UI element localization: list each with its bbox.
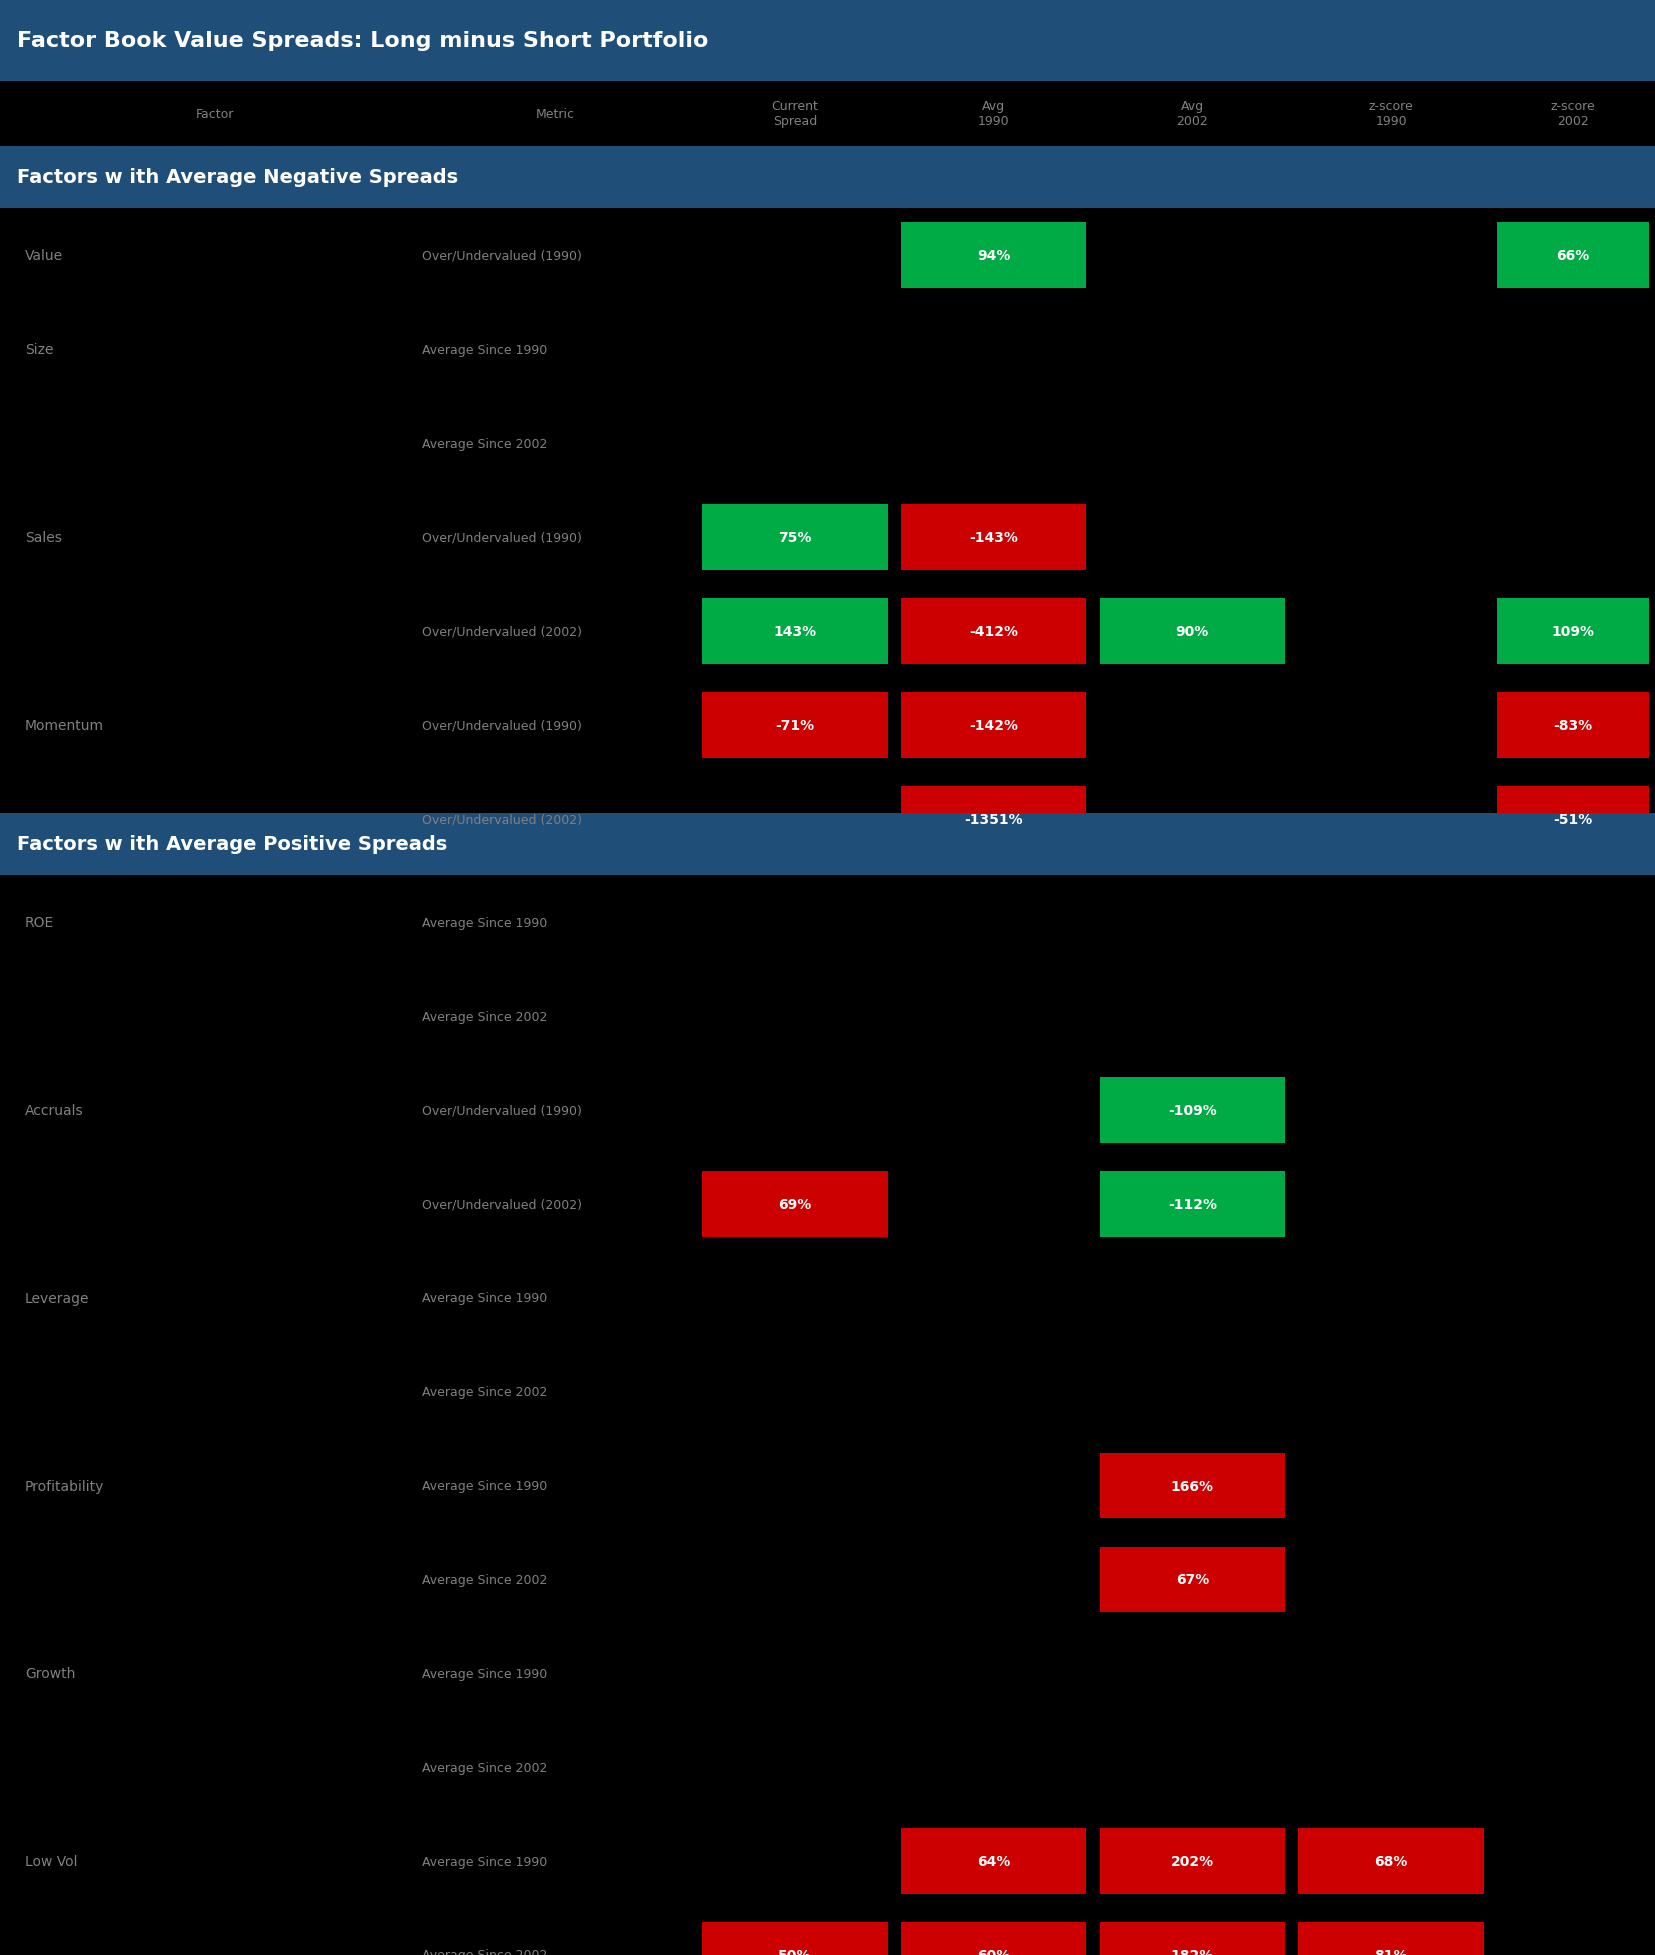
Text: Average Since 1990: Average Since 1990 [422, 344, 548, 356]
Text: z-score
2002: z-score 2002 [1549, 100, 1595, 129]
Bar [1298, 1922, 1483, 1955]
Text: 50%: 50% [778, 1947, 811, 1955]
Text: Over/Undervalued (1990): Over/Undervalued (1990) [422, 719, 583, 731]
Text: Average Since 2002: Average Since 2002 [422, 1761, 548, 1773]
Text: 68%: 68% [1374, 1853, 1407, 1869]
Text: Leverage: Leverage [25, 1290, 89, 1306]
Text: Metric: Metric [535, 108, 574, 121]
Text: 94%: 94% [976, 248, 1010, 264]
Text: Over/Undervalued (2002): Over/Undervalued (2002) [422, 626, 583, 637]
Text: Over/Undervalued (2002): Over/Undervalued (2002) [422, 813, 583, 825]
Text: Over/Undervalued (1990): Over/Undervalued (1990) [422, 532, 583, 543]
Bar [1496, 598, 1648, 665]
Text: Average Since 2002: Average Since 2002 [422, 1011, 548, 1022]
Text: -142%: -142% [968, 717, 1018, 733]
Bar [702, 1171, 887, 1238]
Text: ROE: ROE [25, 915, 55, 931]
Bar [0, 813, 1655, 876]
Bar [900, 692, 1086, 759]
Text: Average Since 1990: Average Since 1990 [422, 1480, 548, 1492]
Text: -109%: -109% [1167, 1103, 1216, 1118]
Bar [0, 82, 1655, 147]
Bar [900, 1922, 1086, 1955]
Text: Size: Size [25, 342, 53, 358]
Text: Current
Spread: Current Spread [771, 100, 818, 129]
Text: 60%: 60% [976, 1947, 1010, 1955]
Text: 75%: 75% [778, 530, 811, 545]
Bar [900, 786, 1086, 852]
Text: Average Since 2002: Average Since 2002 [422, 1386, 548, 1398]
Text: Average Since 1990: Average Since 1990 [422, 917, 548, 929]
Text: Average Since 1990: Average Since 1990 [422, 1668, 548, 1679]
Bar [702, 1922, 887, 1955]
Text: Value: Value [25, 248, 63, 264]
Bar [1496, 223, 1648, 289]
Bar [900, 504, 1086, 571]
Bar [702, 504, 887, 571]
Text: Over/Undervalued (1990): Over/Undervalued (1990) [422, 1105, 583, 1116]
Bar [0, 147, 1655, 209]
Bar [1099, 1546, 1284, 1613]
Text: -51%: -51% [1552, 811, 1592, 827]
Bar [1496, 786, 1648, 852]
Text: Factor: Factor [195, 108, 235, 121]
Bar [1099, 598, 1284, 665]
Text: 66%: 66% [1556, 248, 1589, 264]
Text: Profitability: Profitability [25, 1478, 104, 1494]
Text: Factor Book Value Spreads: Long minus Short Portfolio: Factor Book Value Spreads: Long minus Sh… [17, 31, 707, 51]
Text: 166%: 166% [1170, 1478, 1213, 1494]
Bar [900, 1828, 1086, 1894]
Text: -71%: -71% [775, 717, 814, 733]
Text: 69%: 69% [778, 1196, 811, 1212]
Text: 90%: 90% [1175, 624, 1208, 639]
Text: 143%: 143% [773, 624, 816, 639]
Bar [1099, 1922, 1284, 1955]
Bar [1298, 1828, 1483, 1894]
Bar [1099, 1453, 1284, 1519]
Text: 67%: 67% [1175, 1572, 1208, 1587]
Text: Sales: Sales [25, 530, 61, 545]
Text: Average Since 2002: Average Since 2002 [422, 1574, 548, 1586]
Text: Average Since 2002: Average Since 2002 [422, 438, 548, 450]
Text: 81%: 81% [1374, 1947, 1407, 1955]
Bar [1099, 1077, 1284, 1144]
Text: Avg
1990: Avg 1990 [976, 100, 1010, 129]
Bar [702, 598, 887, 665]
Text: 64%: 64% [976, 1853, 1010, 1869]
Bar [702, 692, 887, 759]
Bar [1099, 1828, 1284, 1894]
Bar [1496, 692, 1648, 759]
Text: z-score
1990: z-score 1990 [1367, 100, 1413, 129]
Bar [900, 598, 1086, 665]
Text: -112%: -112% [1167, 1196, 1216, 1212]
Text: Accruals: Accruals [25, 1103, 83, 1118]
Text: 202%: 202% [1170, 1853, 1213, 1869]
Text: -412%: -412% [968, 624, 1018, 639]
Bar [900, 223, 1086, 289]
Text: Factors w ith Average Positive Spreads: Factors w ith Average Positive Spreads [17, 835, 447, 854]
Text: -1351%: -1351% [963, 811, 1023, 827]
Text: Average Since 1990: Average Since 1990 [422, 1855, 548, 1867]
Text: Over/Undervalued (1990): Over/Undervalued (1990) [422, 250, 583, 262]
Text: 109%: 109% [1551, 624, 1594, 639]
Text: Momentum: Momentum [25, 717, 104, 733]
Text: Growth: Growth [25, 1666, 74, 1681]
Text: -83%: -83% [1552, 717, 1592, 733]
Bar [1099, 1171, 1284, 1238]
Text: -143%: -143% [968, 530, 1018, 545]
Text: Over/Undervalued (2002): Over/Undervalued (2002) [422, 1198, 583, 1210]
Text: Average Since 1990: Average Since 1990 [422, 1292, 548, 1304]
Text: Avg
2002: Avg 2002 [1175, 100, 1208, 129]
Text: Factors w ith Average Negative Spreads: Factors w ith Average Negative Spreads [17, 168, 457, 188]
Text: 182%: 182% [1170, 1947, 1213, 1955]
Text: Average Since 2002: Average Since 2002 [422, 1949, 548, 1955]
Text: Low Vol: Low Vol [25, 1853, 78, 1869]
Bar [0, 0, 1655, 82]
